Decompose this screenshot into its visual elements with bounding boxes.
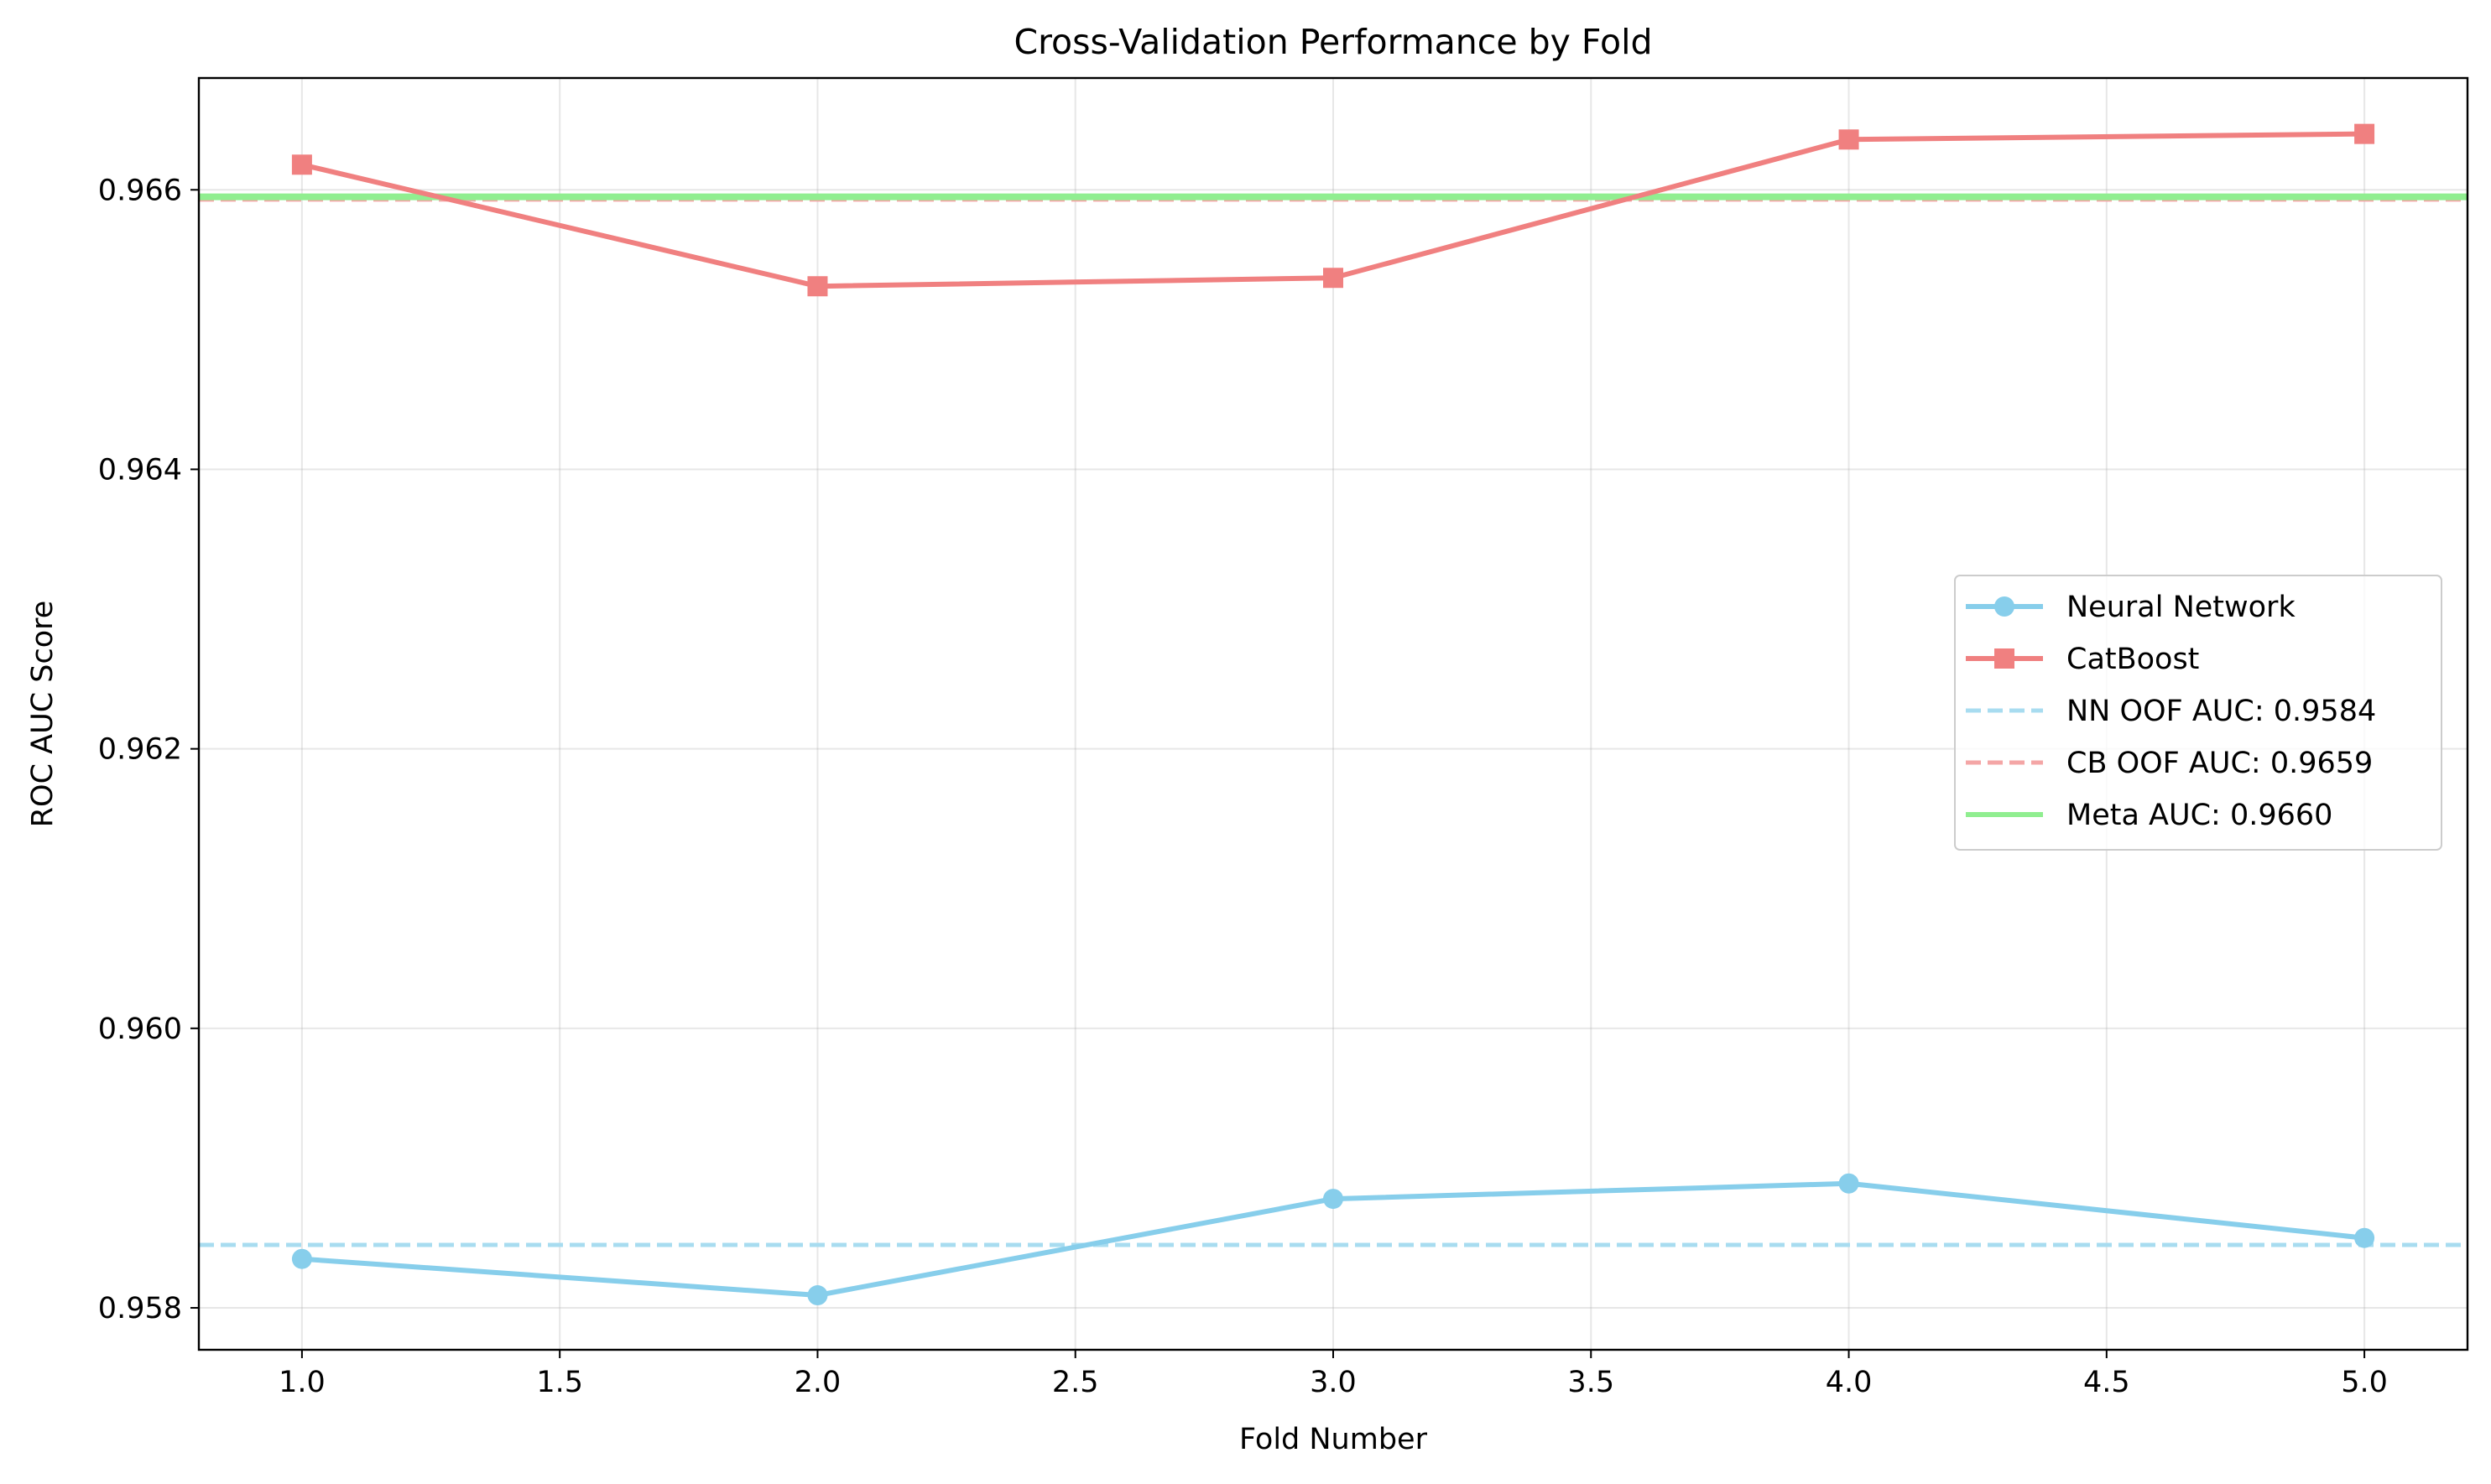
y-tick-label: 0.964 (98, 453, 182, 487)
legend: Neural Network CatBoost NN OOF AUC: 0.9584… (1954, 575, 2442, 851)
legend-marker (1994, 596, 2014, 617)
point-marker (2354, 1227, 2375, 1248)
x-tick-label: 4.0 (1826, 1366, 1873, 1399)
y-axis-ticks: 0.958 0.960 0.962 0.964 0.966 (98, 174, 199, 1325)
point-marker (291, 1248, 312, 1269)
legend-label: CB OOF AUC: 0.9659 (2066, 747, 2373, 780)
legend-label: CatBoost (2066, 643, 2199, 676)
x-tick-label: 3.5 (1567, 1366, 1614, 1399)
point-marker (807, 276, 828, 297)
y-tick-label: 0.958 (98, 1292, 182, 1325)
reference-lines (199, 193, 2468, 1247)
legend-label: Neural Network (2066, 591, 2296, 624)
series-lines (291, 123, 2375, 1306)
x-tick-label: 5.0 (2341, 1366, 2388, 1399)
x-axis-label: Fold Number (1239, 1423, 1428, 1456)
x-tick-label: 1.5 (536, 1366, 583, 1399)
point-marker (2354, 123, 2375, 144)
x-tick-label: 2.5 (1052, 1366, 1099, 1399)
x-tick-label: 3.0 (1310, 1366, 1357, 1399)
legend-marker (1994, 648, 2014, 669)
y-axis-label: ROC AUC Score (26, 601, 60, 828)
chart-title: Cross-Validation Performance by Fold (1014, 22, 1652, 62)
legend-box (1954, 575, 2442, 851)
point-marker (1838, 129, 1859, 150)
y-tick-label: 0.960 (98, 1013, 182, 1046)
x-tick-label: 2.0 (795, 1366, 842, 1399)
point-marker (1838, 1173, 1859, 1194)
x-tick-label: 1.0 (279, 1366, 326, 1399)
legend-label: Meta AUC: 0.9660 (2066, 799, 2332, 832)
point-marker (291, 154, 312, 175)
point-marker (807, 1285, 828, 1306)
point-marker (1323, 268, 1343, 289)
y-tick-label: 0.962 (98, 733, 182, 767)
legend-label: NN OOF AUC: 0.9584 (2066, 695, 2376, 728)
legend-items: Neural Network CatBoost NN OOF AUC: 0.9584… (1966, 591, 2376, 832)
x-axis-ticks: 1.0 1.5 2.0 2.5 3.0 3.5 4.0 4.5 5.0 (279, 1350, 2388, 1399)
x-tick-label: 4.5 (2083, 1366, 2130, 1399)
point-marker (1323, 1189, 1343, 1210)
y-tick-label: 0.966 (98, 174, 182, 207)
